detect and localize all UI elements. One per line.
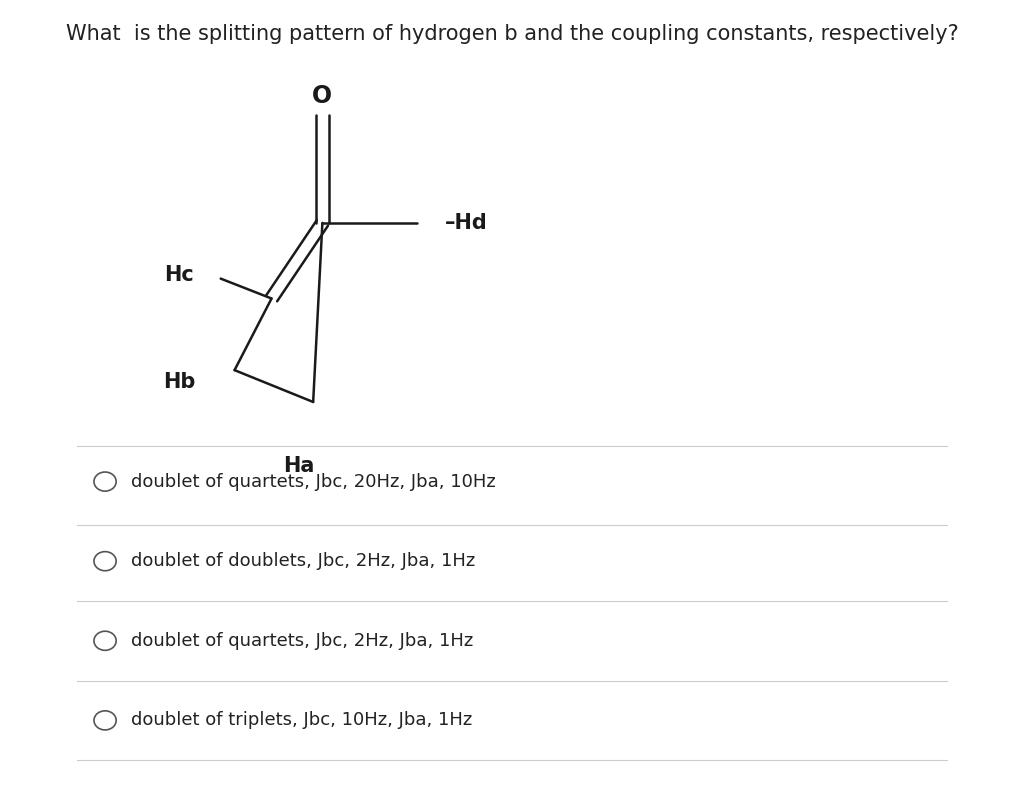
Text: Hc: Hc — [164, 264, 194, 285]
Text: Hb: Hb — [163, 372, 196, 392]
Text: O: O — [312, 84, 333, 107]
Text: –Hd: –Hd — [444, 213, 487, 233]
Text: Ha: Ha — [284, 455, 315, 476]
Text: doublet of doublets, Jbc, 2Hz, Jba, 1Hz: doublet of doublets, Jbc, 2Hz, Jba, 1Hz — [131, 552, 475, 570]
Text: What  is the splitting pattern of hydrogen b and the coupling constants, respect: What is the splitting pattern of hydroge… — [66, 24, 958, 44]
Text: doublet of quartets, Jbc, 20Hz, Jba, 10Hz: doublet of quartets, Jbc, 20Hz, Jba, 10H… — [131, 473, 496, 490]
Text: doublet of triplets, Jbc, 10Hz, Jba, 1Hz: doublet of triplets, Jbc, 10Hz, Jba, 1Hz — [131, 712, 472, 729]
Text: doublet of quartets, Jbc, 2Hz, Jba, 1Hz: doublet of quartets, Jbc, 2Hz, Jba, 1Hz — [131, 632, 473, 650]
